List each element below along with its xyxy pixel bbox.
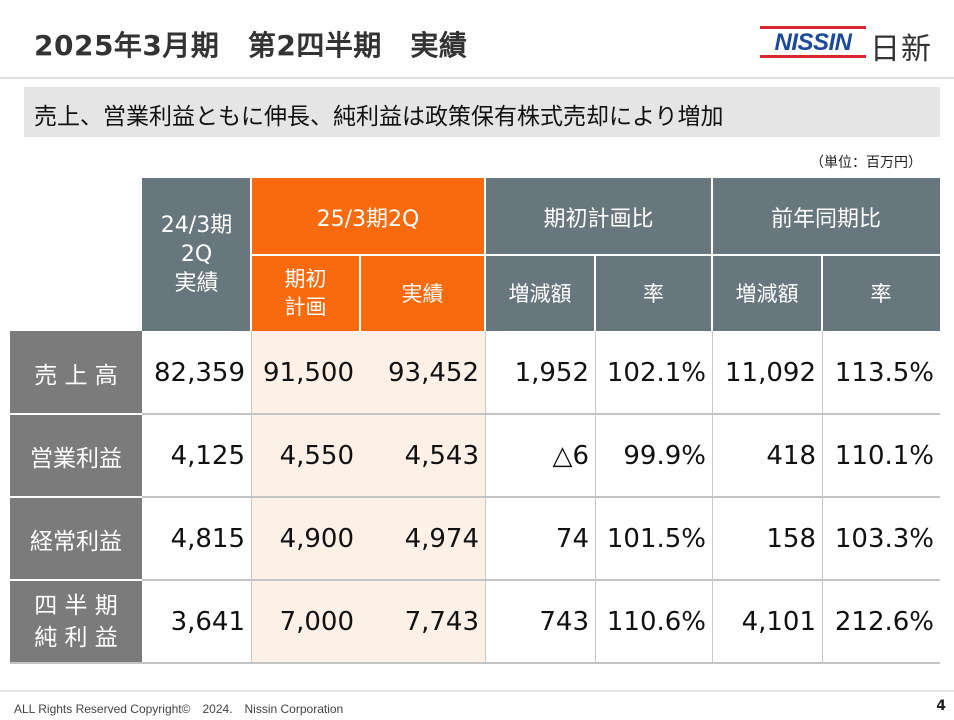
header-yoy: 前年同期比 [712,178,940,255]
row-label-operating-income: 営業利益 [10,414,142,497]
copyright-text: ALL Rights Reserved Copyright© 2024. Nis… [14,702,344,716]
table-cell: 4,125 [170,440,245,471]
header-plan-ratio: 期初計画比 [485,178,712,255]
table-cell: 743 [539,606,589,637]
table-cell: 158 [766,523,816,554]
table-cell: 110.1% [834,440,934,471]
table-cell: 11,092 [725,357,816,388]
row-label-ordinary-income: 経常利益 [10,497,142,580]
table-cell: 4,900 [279,523,354,554]
header-prev-year-line1: 24/3期 [160,213,233,238]
page-number: 4 [936,698,946,714]
table-cell: 4,550 [279,440,354,471]
header-prev-year-line3: 実績 [174,271,219,296]
row-label-net-income: 四 半 期 純 利 益 [10,580,142,663]
table-cell: 103.3% [834,523,934,554]
table-cell: 4,101 [741,606,816,637]
table-cell: 101.5% [606,523,706,554]
header-yoy-rate: 率 [822,255,940,331]
table-cell: 110.6% [606,606,706,637]
table-cell: 3,641 [170,606,245,637]
page-title: 2025年3月期 第2四半期 実績 [34,29,468,62]
header-prev-year: 24/3期 2Q 実績 [142,178,251,331]
table-cell: 4,815 [170,523,245,554]
logo-mark: NISSIN [760,26,866,58]
header-plan-rate: 率 [595,255,712,331]
header-prev-year-line2: 2Q [180,242,213,267]
table-cell: 212.6% [834,606,934,637]
logo-text: NISSIN [774,29,852,56]
table-cell: 91,500 [263,357,354,388]
header-actual: 実績 [360,255,485,331]
company-logo: NISSIN 日新 [760,22,940,67]
header-yoy-diff: 増減額 [712,255,822,331]
table-cell: 418 [766,440,816,471]
table-cell: 74 [555,523,589,554]
table-cell: 1,952 [514,357,589,388]
table-cell: 93,452 [388,357,479,388]
table-cell: 99.9% [623,440,706,471]
summary-text: 売上、営業利益ともに伸長、純利益は政策保有株式売却により増加 [34,104,724,130]
table-cell: 7,000 [279,606,354,637]
header-plan: 期初 計画 [251,255,360,331]
header-plan-line1: 期初 [284,267,327,291]
table-cell: 7,743 [404,606,479,637]
header-plan-line2: 計画 [284,295,327,319]
summary-banner: 売上、営業利益ともに伸長、純利益は政策保有株式売却により増加 [24,87,940,137]
header-plan-diff: 増減額 [485,255,595,331]
logo-japanese-name: 日新 [870,32,932,67]
table-cell: 4,974 [404,523,479,554]
table-cell: 102.1% [606,357,706,388]
row-label-sales: 売 上 高 [10,331,142,414]
table-cell: 82,359 [154,357,245,388]
row-label-net-income-line1: 四 半 期 [34,592,118,619]
unit-label: （単位：百万円） [810,155,922,171]
row-label-net-income-line2: 純 利 益 [34,624,118,651]
table-cell: △6 [552,440,589,471]
header-divider [0,77,954,79]
footer-divider [0,690,954,692]
table-cell: 4,543 [404,440,479,471]
table-cell: 113.5% [834,357,934,388]
header-current-period: 25/3期2Q [251,178,485,255]
